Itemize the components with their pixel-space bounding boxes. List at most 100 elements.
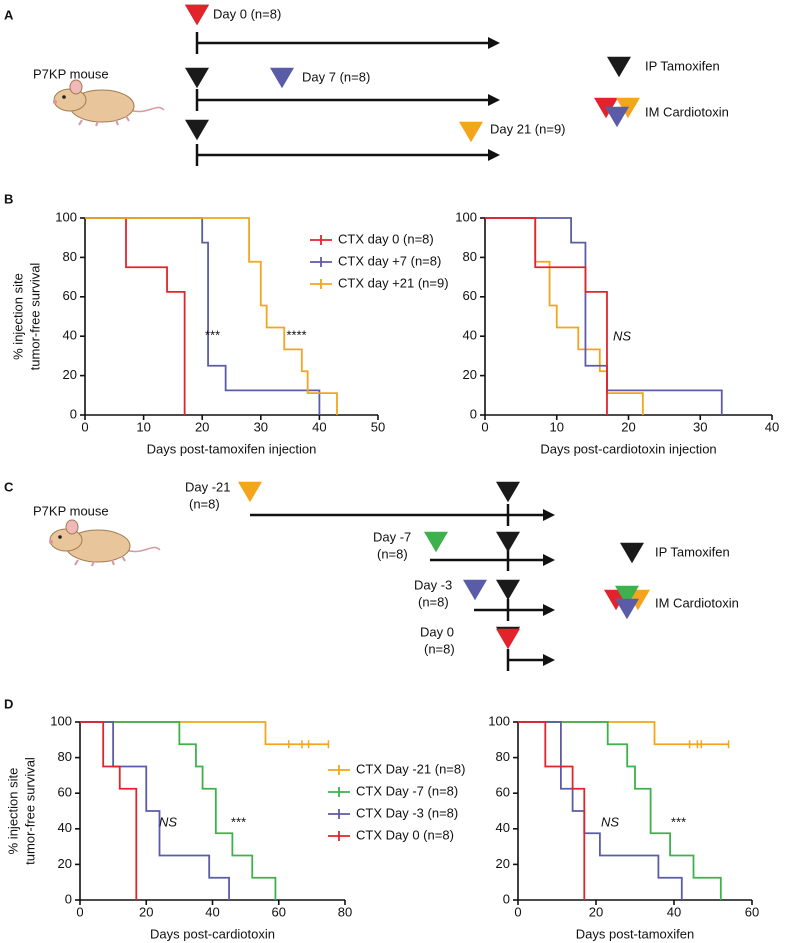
- y-tick-label: 0: [70, 406, 77, 421]
- arrowhead: [543, 554, 555, 566]
- mouse-tail: [125, 546, 161, 553]
- y-tick-label: 40: [496, 820, 510, 835]
- y-tick-label: 60: [58, 785, 72, 800]
- mouse-feet: [78, 115, 130, 127]
- survival-curve: [485, 217, 644, 415]
- mouse-icon: [49, 519, 161, 567]
- legend-text: CTX day +7 (n=8): [338, 253, 441, 268]
- triangle: [496, 579, 520, 601]
- triangle: [496, 628, 520, 650]
- triangle: [496, 531, 520, 553]
- mouse-feet: [74, 555, 126, 567]
- y-tick-label: 40: [63, 328, 77, 343]
- y-tick-label: 0: [503, 891, 510, 906]
- x-tick-label: 0: [514, 904, 521, 919]
- y-tick-label: 60: [63, 288, 77, 303]
- panel-label: D: [4, 696, 13, 711]
- arrowhead: [488, 149, 500, 161]
- y-tick-label: 80: [496, 749, 510, 764]
- timepoint-label: (n=8): [189, 496, 220, 511]
- survival-curve: [85, 217, 186, 415]
- survival-curve: [80, 721, 230, 900]
- triangle: [424, 531, 448, 553]
- legend-text: IM Cardiotoxin: [645, 104, 729, 119]
- arrowhead: [543, 509, 555, 521]
- triangle: [605, 106, 629, 128]
- timepoint-label: Day -3: [414, 577, 452, 592]
- panel-label: B: [4, 191, 13, 206]
- y-axis-label: tumor-free survival: [22, 757, 37, 865]
- x-tick-label: 20: [139, 904, 153, 919]
- timepoint-label: (n=8): [377, 546, 408, 561]
- mouse-label: P7KP mouse: [33, 66, 109, 81]
- mouse-nose: [49, 540, 53, 544]
- legend-text: IP Tamoxifen: [645, 58, 720, 73]
- y-tick-label: 80: [463, 249, 477, 264]
- x-tick-label: 30: [254, 419, 268, 434]
- significance-annotation: ****: [286, 327, 307, 342]
- significance-annotation: ***: [230, 814, 246, 829]
- timepoint-label: Day 7 (n=8): [302, 69, 370, 84]
- y-tick-label: 100: [488, 713, 510, 728]
- y-tick-label: 40: [463, 328, 477, 343]
- y-tick-label: 0: [65, 891, 72, 906]
- y-tick-label: 20: [63, 367, 77, 382]
- x-tick-label: 40: [765, 419, 779, 434]
- x-tick-label: 20: [589, 904, 603, 919]
- x-tick-label: 40: [205, 904, 219, 919]
- x-tick-label: 10: [136, 419, 150, 434]
- survival-curve: [485, 217, 723, 415]
- survival-curve: [518, 721, 586, 900]
- timepoint-label: Day 0: [420, 624, 454, 639]
- mouse-head: [49, 528, 83, 552]
- legend-text: CTX day 0 (n=8): [338, 231, 434, 246]
- mouse-label: P7KP mouse: [33, 503, 109, 518]
- mouse-ear: [65, 519, 79, 535]
- mouse-eye: [58, 535, 62, 539]
- x-tick-label: 20: [621, 419, 635, 434]
- survival-curve: [518, 721, 722, 900]
- legend-text: CTX Day 0 (n=8): [356, 827, 454, 842]
- x-axis-label: Days post-tamoxifen injection: [147, 441, 317, 456]
- survival-curve: [80, 721, 277, 900]
- legend-text: CTX day +21 (n=9): [338, 275, 449, 290]
- significance-annotation: NS: [613, 328, 631, 343]
- x-tick-label: 40: [312, 419, 326, 434]
- arrowhead: [488, 37, 500, 49]
- y-tick-label: 100: [55, 209, 77, 224]
- x-tick-label: 50: [371, 419, 385, 434]
- triangle: [615, 598, 639, 620]
- legend-text: CTX Day -3 (n=8): [356, 805, 458, 820]
- mouse-icon: [53, 79, 165, 127]
- y-tick-label: 20: [463, 367, 477, 382]
- y-axis-label: % injection site: [5, 768, 20, 855]
- x-tick-label: 20: [195, 419, 209, 434]
- triangle: [459, 121, 483, 143]
- y-tick-label: 80: [58, 749, 72, 764]
- triangle: [496, 481, 520, 503]
- timepoint-label: Day -7: [373, 529, 411, 544]
- y-tick-label: 60: [463, 288, 477, 303]
- survival-curve: [80, 721, 138, 900]
- x-tick-label: 10: [550, 419, 564, 434]
- legend-text: IM Cardiotoxin: [655, 595, 739, 610]
- x-tick-label: 60: [272, 904, 286, 919]
- y-tick-label: 20: [58, 856, 72, 871]
- x-tick-label: 30: [693, 419, 707, 434]
- mouse-tail: [129, 106, 165, 113]
- triangle: [620, 542, 644, 564]
- triangle: [185, 67, 209, 89]
- legend-text: IP Tamoxifen: [655, 544, 730, 559]
- mouse-eye: [62, 95, 66, 99]
- mouse-head: [53, 88, 87, 112]
- triangle: [238, 481, 262, 503]
- timepoint-label: Day -21: [185, 479, 231, 494]
- survival-curve: [518, 721, 683, 900]
- arrowhead: [488, 94, 500, 106]
- x-tick-label: 0: [76, 904, 83, 919]
- y-axis-label: % injection site: [10, 273, 25, 360]
- y-axis-label: tumor-free survival: [27, 263, 42, 371]
- survival-curve: [485, 217, 608, 415]
- survival-curve: [80, 721, 329, 746]
